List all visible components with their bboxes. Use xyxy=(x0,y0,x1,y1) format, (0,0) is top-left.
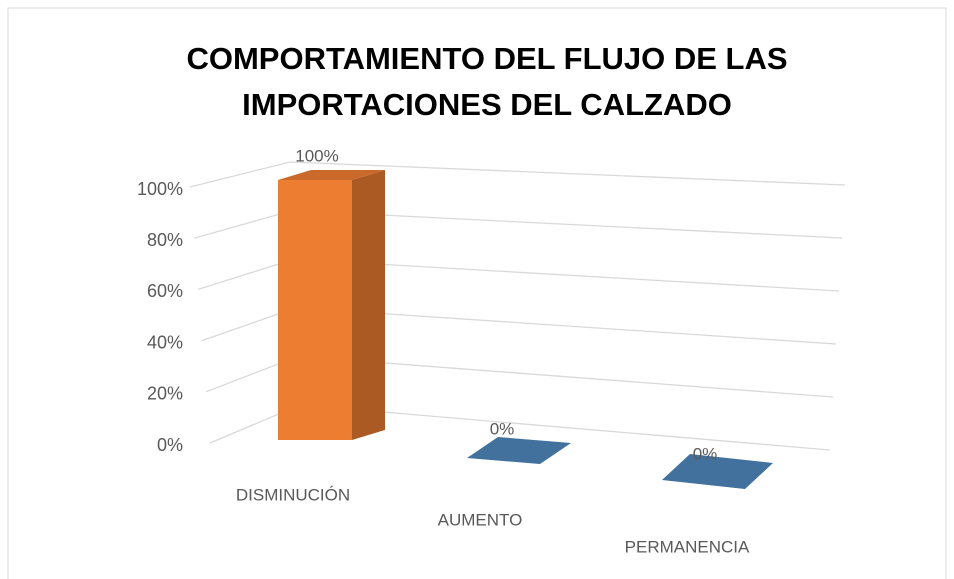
bar xyxy=(662,454,773,489)
y-tick-label: 100% xyxy=(137,179,183,199)
bar-side xyxy=(352,170,385,440)
bar xyxy=(467,437,571,464)
data-label: 100% xyxy=(295,146,338,165)
data-label: 0% xyxy=(490,419,515,438)
x-tick-label: AUMENTO xyxy=(438,510,523,529)
y-tick-label: 60% xyxy=(147,281,183,301)
chart-border xyxy=(7,7,947,579)
y-tick-label: 80% xyxy=(147,230,183,250)
x-tick-label: PERMANENCIA xyxy=(625,537,750,556)
bar-top xyxy=(662,454,773,489)
y-tick-label: 20% xyxy=(147,384,183,404)
bar xyxy=(278,170,385,440)
x-tick-label: DISMINUCIÓN xyxy=(236,485,350,504)
chart-title: COMPORTAMIENTO DEL FLUJO DE LAS xyxy=(186,41,787,76)
bar-top xyxy=(278,170,385,180)
y-tick-label: 0% xyxy=(157,435,183,455)
bar-top xyxy=(467,437,571,464)
grid-line xyxy=(189,161,846,188)
bar-front xyxy=(278,180,352,440)
chart-title: IMPORTACIONES DEL CALZADO xyxy=(242,87,732,122)
data-label: 0% xyxy=(693,444,718,463)
y-tick-label: 40% xyxy=(147,332,183,352)
